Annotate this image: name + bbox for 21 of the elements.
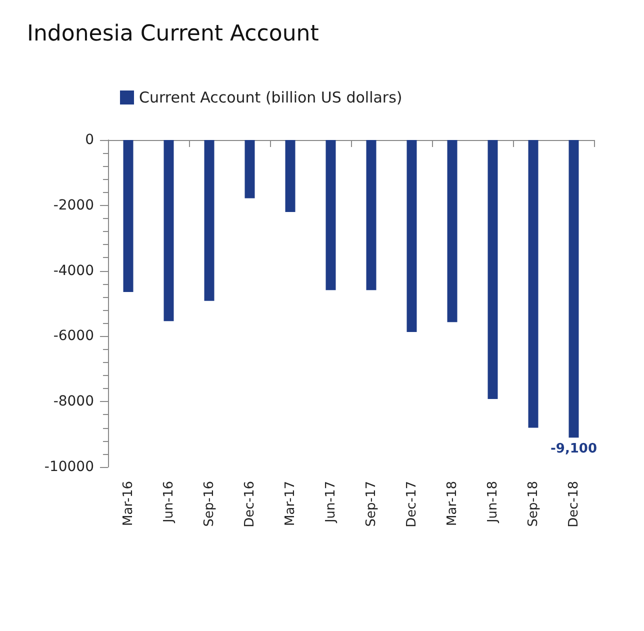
- y-tick-label: -6000: [53, 328, 94, 344]
- x-tick-label: Sep-16: [202, 481, 217, 527]
- data-label: -9,100: [550, 442, 598, 457]
- x-tick-label: Dec-17: [404, 481, 420, 528]
- x-tick-label: Jun-16: [161, 481, 176, 524]
- x-tick-label: Mar-16: [120, 481, 136, 526]
- y-tick-label: -8000: [53, 394, 94, 410]
- x-tick-label: Jun-17: [323, 481, 338, 524]
- x-tick-label: Jun-18: [485, 481, 500, 524]
- x-tick-label: Dec-16: [242, 481, 258, 528]
- x-tick-label: Sep-17: [364, 481, 379, 527]
- x-tick-label: Mar-18: [444, 481, 460, 526]
- y-tick-label: -2000: [53, 197, 94, 214]
- chart-title: Indonesia Current Account: [27, 22, 320, 46]
- x-tick-label: Dec-18: [566, 481, 582, 528]
- x-tick-label: Mar-17: [282, 481, 298, 526]
- y-tick-label: -4000: [53, 262, 94, 279]
- x-tick-label: Sep-18: [526, 481, 541, 527]
- y-tick-label: 0: [85, 132, 94, 148]
- legend-label: Current Account (billion US dollars): [139, 88, 402, 106]
- y-tick-label: -10000: [44, 459, 94, 475]
